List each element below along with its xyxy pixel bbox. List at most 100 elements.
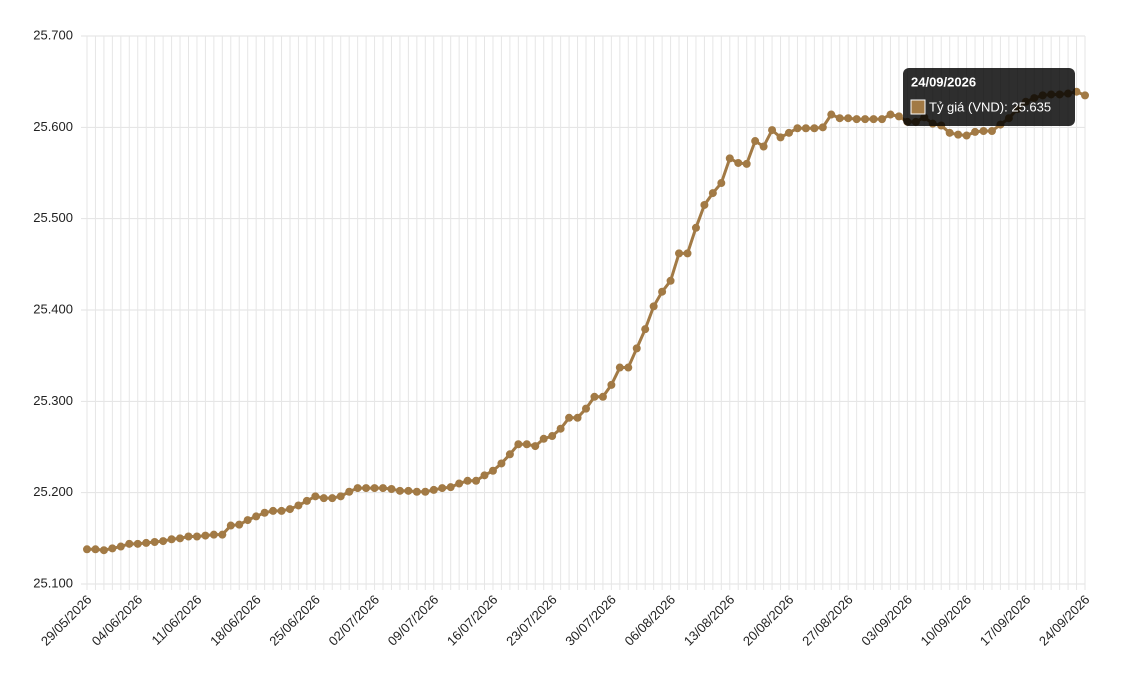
point [649, 302, 658, 311]
point [962, 131, 971, 140]
point [869, 115, 878, 124]
point [83, 545, 91, 554]
point [294, 501, 303, 510]
y-tick-label: 25.100 [33, 575, 73, 590]
point [632, 344, 641, 353]
point [345, 487, 354, 496]
point [522, 440, 531, 449]
point [582, 404, 590, 413]
y-tick-label: 25.600 [33, 119, 73, 134]
point [362, 484, 371, 493]
point [226, 521, 235, 530]
x-tick-label: 09/07/2026 [385, 592, 442, 649]
point [844, 114, 853, 123]
point [852, 115, 861, 124]
point [108, 544, 117, 553]
point [776, 133, 785, 142]
x-tick-label: 23/07/2026 [503, 592, 560, 649]
point [116, 542, 125, 551]
point [573, 413, 582, 422]
point [269, 506, 278, 515]
point [277, 506, 286, 515]
point [675, 249, 684, 258]
x-tick-label: 11/06/2026 [149, 592, 205, 648]
point [734, 158, 743, 167]
point [979, 126, 988, 135]
point [759, 142, 768, 151]
point [91, 545, 100, 554]
x-tick-label: 30/07/2026 [562, 592, 619, 649]
point [742, 159, 751, 168]
point [641, 325, 650, 334]
point [285, 505, 294, 514]
x-tick-label: 20/08/2026 [740, 592, 797, 649]
point [708, 189, 717, 198]
point [691, 223, 700, 232]
point [725, 154, 734, 163]
point [201, 531, 210, 540]
x-tick-label: 27/08/2026 [799, 592, 856, 649]
point [125, 539, 134, 548]
point [514, 440, 523, 449]
point [505, 450, 514, 459]
point [387, 485, 396, 494]
point [184, 532, 193, 541]
point [598, 392, 607, 401]
x-tick-label: 16/07/2026 [444, 592, 501, 649]
x-tick-label: 18/06/2026 [207, 592, 264, 649]
point [235, 520, 244, 529]
x-tick-label: 25/06/2026 [266, 592, 323, 649]
point [218, 530, 227, 539]
point [243, 516, 252, 525]
point [1081, 91, 1089, 100]
point [751, 137, 760, 146]
y-tick-label: 25.700 [33, 27, 73, 42]
x-tick-label: 29/05/2026 [38, 592, 95, 649]
point [539, 434, 548, 443]
point [565, 413, 574, 422]
point [793, 124, 802, 133]
point [438, 484, 447, 493]
point [133, 539, 142, 548]
y-tick-label: 25.300 [33, 393, 73, 408]
point [784, 128, 793, 137]
point [395, 486, 404, 495]
point [421, 487, 430, 496]
point [548, 432, 557, 441]
point [971, 127, 980, 136]
point [99, 546, 108, 555]
point [556, 424, 565, 433]
point [446, 483, 455, 492]
x-tick-label: 03/09/2026 [858, 592, 915, 649]
tooltip-label: Tỷ giá (VND): 25.635 [929, 99, 1051, 114]
point [945, 128, 954, 137]
point [176, 534, 185, 543]
point [472, 476, 481, 485]
x-tick-label: 06/08/2026 [622, 592, 679, 649]
point [810, 124, 819, 133]
tooltip-box [903, 68, 1075, 126]
tooltip: 24/09/2026 Tỷ giá (VND): 25.635 [903, 68, 1075, 126]
point [192, 532, 201, 541]
point [717, 179, 726, 188]
point [954, 130, 963, 139]
point [463, 476, 472, 485]
point [379, 484, 388, 493]
point [311, 492, 320, 501]
x-tick-label: 10/09/2026 [918, 592, 975, 649]
x-tick-label: 17/09/2026 [977, 592, 1034, 649]
point [886, 110, 895, 119]
point [167, 535, 176, 544]
point [455, 479, 464, 488]
x-tick-label: 24/09/2026 [1036, 592, 1093, 649]
point [607, 380, 616, 389]
y-tick-label: 25.500 [33, 210, 73, 225]
point [624, 363, 633, 372]
x-tick-label: 13/08/2026 [681, 592, 738, 649]
point [370, 484, 379, 493]
point [302, 496, 311, 505]
point [987, 126, 996, 135]
y-tick-label: 25.200 [33, 484, 73, 499]
tooltip-swatch [910, 99, 926, 115]
